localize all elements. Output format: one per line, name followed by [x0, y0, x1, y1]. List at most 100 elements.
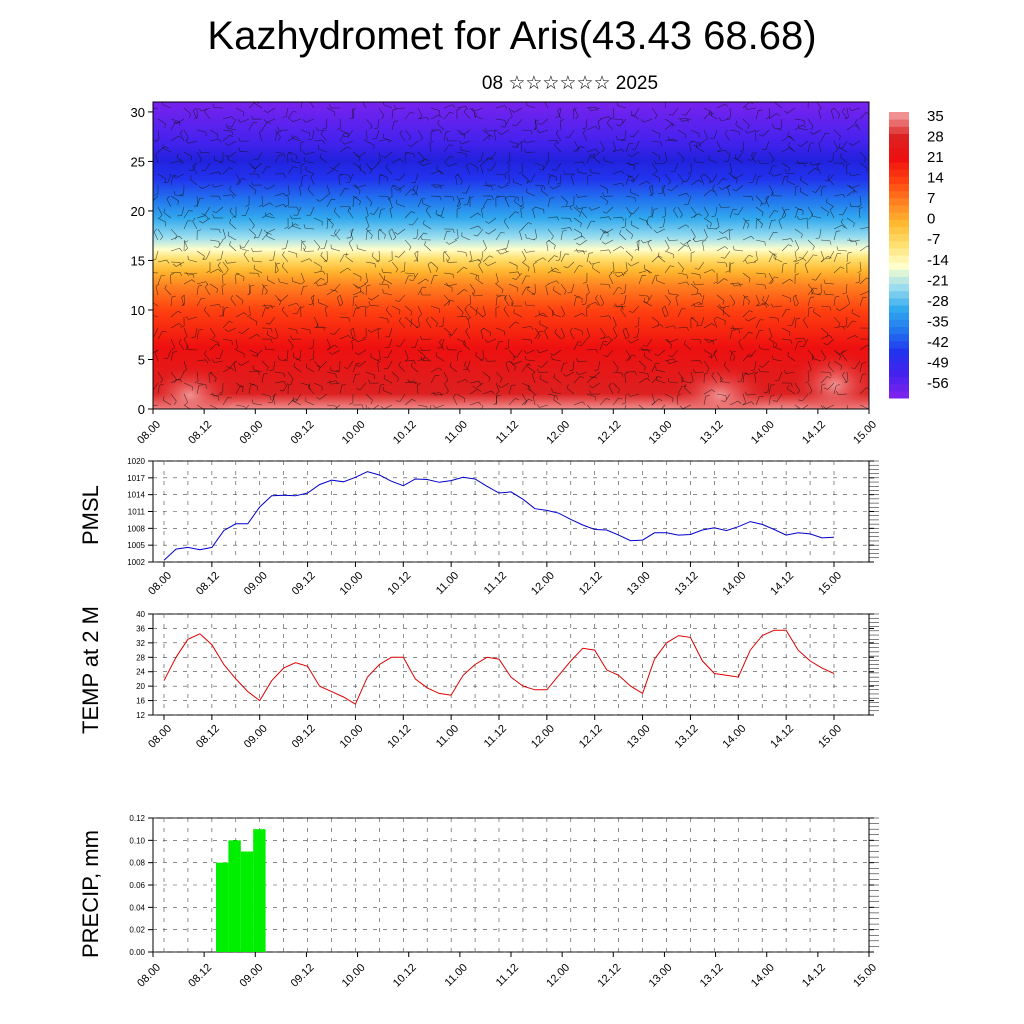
wind-barb-flag	[563, 170, 566, 175]
wind-barb	[768, 113, 777, 120]
wind-barb	[313, 278, 322, 285]
wind-barb	[677, 118, 688, 120]
wind-barb	[721, 381, 731, 384]
wind-barb	[724, 393, 731, 402]
wind-barb-flag	[414, 250, 418, 254]
wind-barb	[742, 102, 750, 109]
wind-barb	[388, 231, 393, 241]
wind-barb-flag	[770, 303, 774, 308]
wind-barb	[859, 195, 862, 205]
wind-barb-flag	[519, 204, 524, 208]
wind-barb-flag	[359, 200, 361, 205]
wind-barb	[183, 404, 191, 409]
wind-barb-flag	[229, 167, 234, 170]
wind-barb	[818, 110, 822, 120]
wind-barb-flag	[446, 137, 449, 141]
wind-barb	[267, 334, 276, 340]
wind-barb-flag	[617, 287, 622, 289]
wind-barb	[469, 389, 478, 395]
wind-barb-flag	[866, 168, 868, 173]
wind-barb	[196, 359, 206, 362]
colorbar-swatch	[889, 305, 909, 313]
wind-barb	[552, 359, 562, 362]
wind-barb	[677, 371, 684, 380]
wind-barb	[830, 110, 835, 120]
wind-barb-flag	[319, 153, 322, 158]
wind-barb-flag	[575, 248, 579, 253]
wind-barb-flag	[724, 160, 729, 162]
wind-barb-flag	[709, 110, 711, 115]
wind-barb-flag	[686, 239, 691, 244]
colorbar-swatch	[889, 333, 909, 342]
wind-barb	[807, 297, 811, 307]
wind-barb	[787, 107, 796, 114]
wind-barb	[188, 272, 198, 276]
wind-barb-flag	[439, 196, 442, 201]
wind-barb-flag	[437, 119, 440, 124]
wind-barb-flag	[804, 261, 809, 265]
wind-barb	[305, 161, 315, 164]
wind-barb-flag	[718, 230, 723, 234]
wind-barb-flag	[646, 180, 651, 185]
wind-barb-flag	[172, 121, 177, 124]
wind-barb-flag	[777, 414, 781, 415]
wind-barb	[638, 404, 645, 409]
wind-barb	[248, 184, 257, 191]
wind-barb	[383, 404, 393, 409]
wind-barb	[240, 248, 250, 252]
wind-barb-flag	[523, 350, 527, 354]
wind-barb	[469, 283, 476, 292]
wind-barb	[439, 342, 445, 351]
wind-barb	[248, 370, 258, 373]
wind-barb-flag	[186, 345, 189, 350]
wind-barb	[547, 140, 558, 142]
wind-barb	[569, 129, 575, 138]
wind-barb	[742, 272, 751, 279]
wind-barb	[638, 217, 648, 222]
wind-barb	[698, 261, 705, 270]
wind-barb	[469, 381, 479, 384]
wind-barb-flag	[632, 354, 637, 357]
wind-barb	[593, 151, 601, 159]
chart-title: Kazhydromet for Aris(43.43 68.68)	[207, 14, 817, 58]
wind-barb	[513, 312, 523, 318]
wind-barb	[846, 165, 848, 175]
wind-barb	[196, 404, 204, 409]
wind-barb	[170, 235, 180, 241]
wind-barb-flag	[394, 232, 398, 235]
wind-barb	[334, 404, 341, 409]
wind-barb-flag	[816, 162, 820, 167]
wind-barb	[664, 138, 674, 142]
wind-barb	[283, 382, 289, 392]
wind-barb-flag	[803, 162, 806, 167]
wind-barb-flag	[359, 167, 361, 172]
wind-barb-flag	[554, 141, 557, 146]
wind-barb-flag	[251, 181, 254, 186]
wind-barb	[762, 129, 770, 137]
wind-barb-flag	[148, 200, 152, 202]
wind-barb-flag	[292, 111, 297, 113]
wind-barb	[755, 132, 757, 142]
heatmap-warm-spot	[790, 350, 869, 409]
wind-barb-flag	[283, 358, 288, 361]
colorbar-swatch	[889, 240, 909, 249]
wind-barb	[452, 396, 458, 406]
wind-barb	[385, 167, 393, 175]
wind-barb-flag	[627, 161, 631, 166]
wind-barb-flag	[601, 148, 605, 153]
wind-barb	[378, 151, 381, 161]
heatmap-warm-spot	[153, 365, 235, 409]
wind-barb	[521, 195, 524, 205]
wind-barb	[833, 297, 836, 307]
wind-barb-flag	[504, 347, 509, 350]
wind-barb	[357, 184, 367, 188]
wind-barb	[175, 173, 185, 178]
x-tick-label: 10.00	[338, 723, 366, 751]
wind-barb-flag	[409, 279, 414, 281]
wind-barb	[378, 316, 388, 320]
wind-barb	[503, 309, 510, 318]
wind-barb-flag	[580, 376, 584, 379]
wind-barb	[742, 374, 745, 384]
wind-barb	[599, 294, 605, 304]
wind-barb-flag	[582, 127, 587, 130]
